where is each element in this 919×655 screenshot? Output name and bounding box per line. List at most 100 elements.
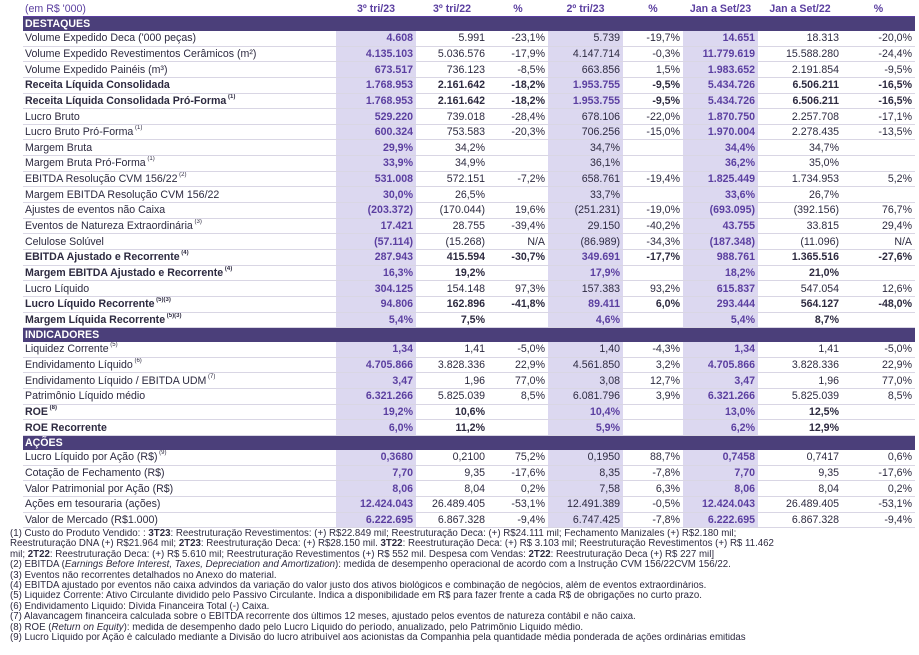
- table-row: Lucro Líquido por Ação (R$) (9) 0,3680 0,2…: [23, 450, 915, 466]
- table-cell: 34,2%: [416, 139, 488, 157]
- table-cell: 1,41: [758, 342, 842, 358]
- table-cell: 8,35: [548, 465, 623, 482]
- table-cell: 6.081.796: [548, 388, 623, 405]
- table-cell: -7,8%: [623, 512, 683, 529]
- row-label: Volume Expedido Deca ('000 peças): [23, 31, 336, 47]
- footnote: (7) Alavancagem financeira calculada sob…: [10, 612, 636, 623]
- table-cell: -13,5%: [842, 124, 915, 141]
- table-cell: 349.691: [548, 249, 623, 266]
- table-row: Volume Expedido Deca ('000 peças) 4.608 5.…: [23, 31, 915, 47]
- table-cell: 14.651: [683, 31, 758, 47]
- table-cell: 34,9%: [416, 155, 488, 172]
- table-cell: (15.268): [416, 233, 488, 250]
- table-cell: 6.321.266: [683, 388, 758, 405]
- table-cell: -7,2%: [488, 171, 548, 188]
- table-cell: 7,5%: [416, 312, 488, 329]
- table-cell: 4.147.714: [548, 46, 623, 63]
- table-row: Margem EBITDA Ajustado e Recorrente (4) 1…: [23, 265, 915, 282]
- table-cell: 304.125: [336, 280, 416, 297]
- table-cell: 12.424.043: [336, 496, 416, 513]
- table-row: Celulose Solúvel (57.114) (15.268) N/A (86.9…: [23, 233, 915, 250]
- table-cell: 18.313: [758, 31, 842, 47]
- table-cell: 5.825.039: [758, 388, 842, 405]
- footnote-ref: (9): [157, 450, 167, 457]
- table-cell: 572.151: [416, 171, 488, 188]
- row-label: Margem EBITDA Ajustado e Recorrente (4): [23, 265, 336, 282]
- table-cell: 3.828.336: [758, 357, 842, 374]
- table-cell: 12.424.043: [683, 496, 758, 513]
- row-label: Lucro Líquido por Ação (R$) (9): [23, 450, 336, 466]
- table-cell: 7,70: [683, 465, 758, 482]
- table-cell: 76,7%: [842, 202, 915, 219]
- table-cell: 8,04: [416, 480, 488, 497]
- table-cell: 8,06: [683, 480, 758, 497]
- column-header: 3º tri/22: [416, 2, 488, 17]
- table-row: EBITDA Resolução CVM 156/22 (2) 531.008 57…: [23, 171, 915, 188]
- table-cell: -34,3%: [623, 233, 683, 250]
- table-cell: 1.365.516: [758, 249, 842, 266]
- table-cell: 736.123: [416, 61, 488, 78]
- footnote-ref: (8): [47, 405, 57, 412]
- row-label: Volume Expedido Painéis (m³): [23, 61, 336, 78]
- table-cell: (693.095): [683, 202, 758, 219]
- table-cell: 4.705.866: [683, 357, 758, 374]
- table-cell: 1,34: [336, 342, 416, 358]
- table-cell: 0,1950: [548, 450, 623, 466]
- table-cell: 547.054: [758, 280, 842, 297]
- table-cell: 615.837: [683, 280, 758, 297]
- section-header: DESTAQUES: [23, 16, 915, 31]
- table-cell: 1.870.750: [683, 108, 758, 125]
- table-cell: [842, 139, 915, 157]
- table-cell: [623, 265, 683, 282]
- table-header-row: (em R$ '000) 3º tri/23 3º tri/22% 2º tri/23…: [23, 2, 915, 17]
- table-cell: 10,4%: [548, 404, 623, 421]
- section-title: INDICADORES: [23, 327, 915, 343]
- table-cell: -0,3%: [623, 46, 683, 63]
- table-cell: 2.257.708: [758, 108, 842, 125]
- table-cell: 8,5%: [842, 388, 915, 405]
- table-cell: 93,2%: [623, 280, 683, 297]
- table-cell: -9,5%: [623, 93, 683, 110]
- table-cell: 77,0%: [842, 372, 915, 390]
- table-cell: [488, 186, 548, 204]
- table-cell: 2.161.642: [416, 77, 488, 94]
- table-cell: -17,9%: [488, 46, 548, 63]
- table-cell: 600.324: [336, 124, 416, 141]
- table-cell: 11.779.619: [683, 46, 758, 63]
- table-cell: -5,0%: [842, 342, 915, 358]
- table-cell: 1.983.652: [683, 61, 758, 78]
- footnote-ref: (4): [179, 250, 189, 257]
- table-cell: [488, 265, 548, 282]
- table-cell: 89.411: [548, 296, 623, 313]
- table-cell: 33,6%: [683, 186, 758, 204]
- table-cell: 1.953.755: [548, 93, 623, 110]
- row-label: EBITDA Resolução CVM 156/22 (2): [23, 171, 336, 188]
- table-cell: 5.036.576: [416, 46, 488, 63]
- table-cell: 29.150: [548, 218, 623, 235]
- table-cell: 564.127: [758, 296, 842, 313]
- table-cell: (11.096): [758, 233, 842, 250]
- table-cell: -15,0%: [623, 124, 683, 141]
- table-row: Valor de Mercado (R$1.000) 6.222.695 6.867…: [23, 512, 915, 529]
- table-cell: 1.768.953: [336, 77, 416, 94]
- table-cell: 1,34: [683, 342, 758, 358]
- footnote-ref: (3): [192, 219, 202, 225]
- table-cell: -20,0%: [842, 31, 915, 47]
- footnote: (5) Liquidez Corrente: Ativo Circulante …: [10, 591, 702, 602]
- table-cell: -20,3%: [488, 124, 548, 141]
- table-cell: 3,08: [548, 372, 623, 390]
- table-cell: 9,35: [416, 465, 488, 482]
- section-header: INDICADORES: [23, 327, 915, 343]
- table-cell: N/A: [488, 233, 548, 250]
- table-cell: 12,9%: [758, 419, 842, 437]
- table-cell: 26.489.405: [416, 496, 488, 513]
- row-label: Volume Expedido Revestimentos Cerâmicos …: [23, 46, 336, 63]
- table-cell: [488, 312, 548, 329]
- row-label: Margem Bruta Pró-Forma (1): [23, 155, 336, 172]
- table-cell: 3,47: [336, 372, 416, 390]
- table-cell: 1.970.004: [683, 124, 758, 141]
- section-header: AÇÕES: [23, 435, 915, 451]
- table-row: ROE Recorrente 6,0% 11,2% 5,9% 6,2% 12,9%: [23, 419, 915, 437]
- table-cell: [842, 312, 915, 329]
- table-cell: 34,7%: [758, 139, 842, 157]
